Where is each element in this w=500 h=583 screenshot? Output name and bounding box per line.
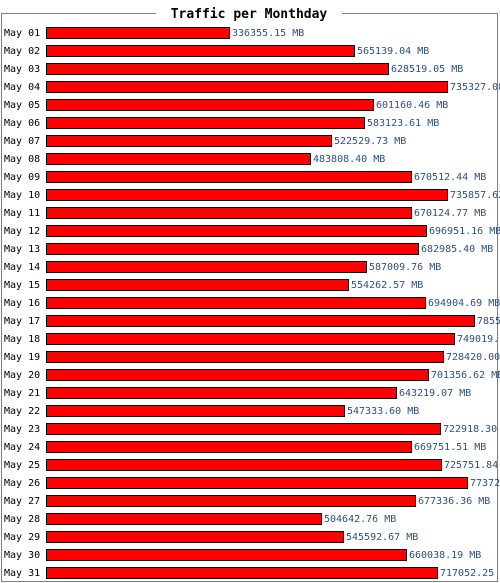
day-label: May 15 [4, 280, 40, 291]
traffic-bar [46, 207, 412, 219]
day-label: May 20 [4, 370, 40, 381]
value-label: 587009.76 MB [369, 262, 441, 273]
traffic-bar [46, 243, 419, 255]
value-label: 483808.40 MB [313, 154, 385, 165]
day-label: May 04 [4, 82, 40, 93]
day-label: May 10 [4, 190, 40, 201]
value-label: 504642.76 MB [324, 514, 396, 525]
value-label: 565139.04 MB [357, 46, 429, 57]
value-label: 583123.61 MB [367, 118, 439, 129]
traffic-bar [46, 549, 407, 561]
traffic-bar [46, 261, 367, 273]
value-label: 694904.69 MB [428, 298, 500, 309]
day-label: May 19 [4, 352, 40, 363]
traffic-bar [46, 351, 444, 363]
traffic-bar [46, 513, 322, 525]
day-label: May 06 [4, 118, 40, 129]
value-label: 545592.67 MB [346, 532, 418, 543]
value-label: 735857.62 MB [450, 190, 500, 201]
chart-title: Traffic per Monthday [171, 7, 328, 22]
value-label: 554262.57 MB [351, 280, 423, 291]
traffic-bar [46, 495, 416, 507]
value-label: 660038.19 MB [409, 550, 481, 561]
value-label: 336355.15 MB [232, 28, 304, 39]
traffic-bar [46, 153, 311, 165]
value-label: 522529.73 MB [334, 136, 406, 147]
day-label: May 23 [4, 424, 40, 435]
value-label: 677336.36 MB [418, 496, 490, 507]
value-label: 696951.16 MB [429, 226, 500, 237]
traffic-bar [46, 477, 468, 489]
day-label: May 27 [4, 496, 40, 507]
value-label: 669751.51 MB [414, 442, 486, 453]
traffic-bar [46, 81, 448, 93]
day-label: May 13 [4, 244, 40, 255]
day-label: May 14 [4, 262, 40, 273]
day-label: May 31 [4, 568, 40, 579]
day-label: May 08 [4, 154, 40, 165]
traffic-bar [46, 135, 332, 147]
value-label: 547333.60 MB [347, 406, 419, 417]
traffic-bar [46, 423, 441, 435]
value-label: 682985.40 MB [421, 244, 493, 255]
chart-title-background [156, 5, 342, 22]
day-label: May 24 [4, 442, 40, 453]
day-label: May 28 [4, 514, 40, 525]
value-label: 643219.07 MB [399, 388, 471, 399]
value-label: 728420.00 MB [446, 352, 500, 363]
day-label: May 25 [4, 460, 40, 471]
day-label: May 22 [4, 406, 40, 417]
traffic-bar [46, 531, 344, 543]
value-label: 773722.97 MB [470, 478, 500, 489]
day-label: May 12 [4, 226, 40, 237]
day-label: May 26 [4, 478, 40, 489]
traffic-bar [46, 27, 230, 39]
value-label: 628519.05 MB [391, 64, 463, 75]
day-label: May 29 [4, 532, 40, 543]
traffic-bar [46, 189, 448, 201]
traffic-bar [46, 297, 426, 309]
traffic-bar [46, 225, 427, 237]
day-label: May 21 [4, 388, 40, 399]
traffic-bar [46, 459, 442, 471]
day-label: May 09 [4, 172, 40, 183]
traffic-bar [46, 171, 412, 183]
traffic-bar [46, 441, 412, 453]
value-label: 670124.77 MB [414, 208, 486, 219]
value-label: 717052.25 MB [440, 568, 500, 579]
value-label: 670512.44 MB [414, 172, 486, 183]
traffic-bar [46, 279, 349, 291]
traffic-bar [46, 63, 389, 75]
day-label: May 03 [4, 64, 40, 75]
traffic-bar [46, 99, 374, 111]
value-label: 749019.78 MB [457, 334, 500, 345]
value-label: 735327.08 MB [450, 82, 500, 93]
day-label: May 16 [4, 298, 40, 309]
traffic-bar [46, 387, 397, 399]
day-label: May 01 [4, 28, 40, 39]
traffic-bar [46, 315, 475, 327]
traffic-bar [46, 117, 365, 129]
day-label: May 07 [4, 136, 40, 147]
day-label: May 17 [4, 316, 40, 327]
traffic-bar [46, 405, 345, 417]
value-label: 601160.46 MB [376, 100, 448, 111]
value-label: 701356.62 MB [431, 370, 500, 381]
value-label: 725751.84 MB [444, 460, 500, 471]
value-label: 722918.30 MB [443, 424, 500, 435]
day-label: May 02 [4, 46, 40, 57]
day-label: May 30 [4, 550, 40, 561]
value-label: 785526.44 MB [477, 316, 500, 327]
day-label: May 18 [4, 334, 40, 345]
traffic-bar [46, 567, 438, 579]
day-label: May 05 [4, 100, 40, 111]
traffic-bar [46, 45, 355, 57]
bars-layer: May 01 336355.15 MB May 02 565139.04 MB May … [4, 27, 500, 579]
traffic-bar [46, 333, 455, 345]
day-label: May 11 [4, 208, 40, 219]
traffic-bar [46, 369, 429, 381]
